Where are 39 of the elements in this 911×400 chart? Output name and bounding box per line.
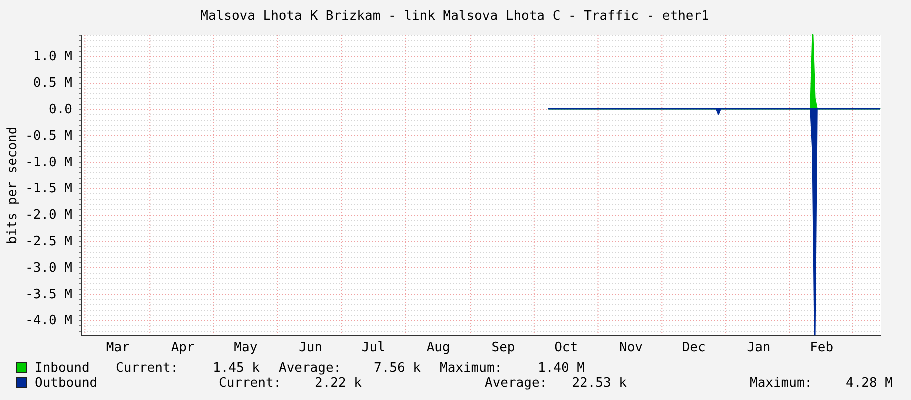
y-tick-label: 0.5 M <box>33 76 73 92</box>
text: Maximum: <box>750 376 813 391</box>
y-tick-label: -3.0 M <box>26 260 73 276</box>
y-tick-label: -2.0 M <box>26 208 73 224</box>
y-axis-title: bits per second <box>6 126 21 244</box>
x-tick-label: Mar <box>106 340 130 356</box>
x-tick-label: Aug <box>426 340 450 356</box>
text: Current: <box>116 361 179 376</box>
text: 22.53 k <box>572 376 628 391</box>
y-tick-label: -4.0 M <box>26 314 73 329</box>
text: 7.56 k <box>374 361 422 376</box>
x-tick-label: Apr <box>171 340 195 356</box>
legend-label: Outbound <box>35 376 98 391</box>
text: Average: <box>279 361 342 376</box>
text: Current: <box>219 376 282 391</box>
text: 2.22 k <box>315 376 362 391</box>
x-tick-label: Nov <box>619 340 644 356</box>
x-tick-label: May <box>234 340 258 356</box>
x-tick-label: Sep <box>492 340 516 356</box>
text: Maximum: <box>440 361 503 376</box>
x-tick-label: Oct <box>554 340 578 356</box>
text: 1.45 k <box>213 361 260 376</box>
y-tick-label: -0.5 M <box>26 128 73 144</box>
text: 4.28 M <box>846 376 894 391</box>
y-tick-label: 0.0 <box>49 102 72 118</box>
x-tick-label: Jul <box>362 340 386 356</box>
y-tick-label: -1.0 M <box>26 155 73 170</box>
x-tick-label: Dec <box>682 340 706 356</box>
y-tick-label: -3.5 M <box>26 287 73 302</box>
text: Average: <box>485 376 548 391</box>
y-tick-label: -2.5 M <box>26 234 73 250</box>
x-tick-label: Jan <box>747 340 771 356</box>
legend-label: Inbound <box>35 361 90 376</box>
chart-title: Malsova Lhota K Brizkam - link Malsova Lhota C - Traffic - ether1 <box>200 9 710 24</box>
y-tick-label: -1.5 M <box>26 182 73 197</box>
text: 1.40 M <box>538 361 586 376</box>
x-tick-label: Jun <box>299 340 323 356</box>
y-tick-label: 1.0 M <box>33 50 73 65</box>
x-tick-label: Feb <box>810 340 834 356</box>
